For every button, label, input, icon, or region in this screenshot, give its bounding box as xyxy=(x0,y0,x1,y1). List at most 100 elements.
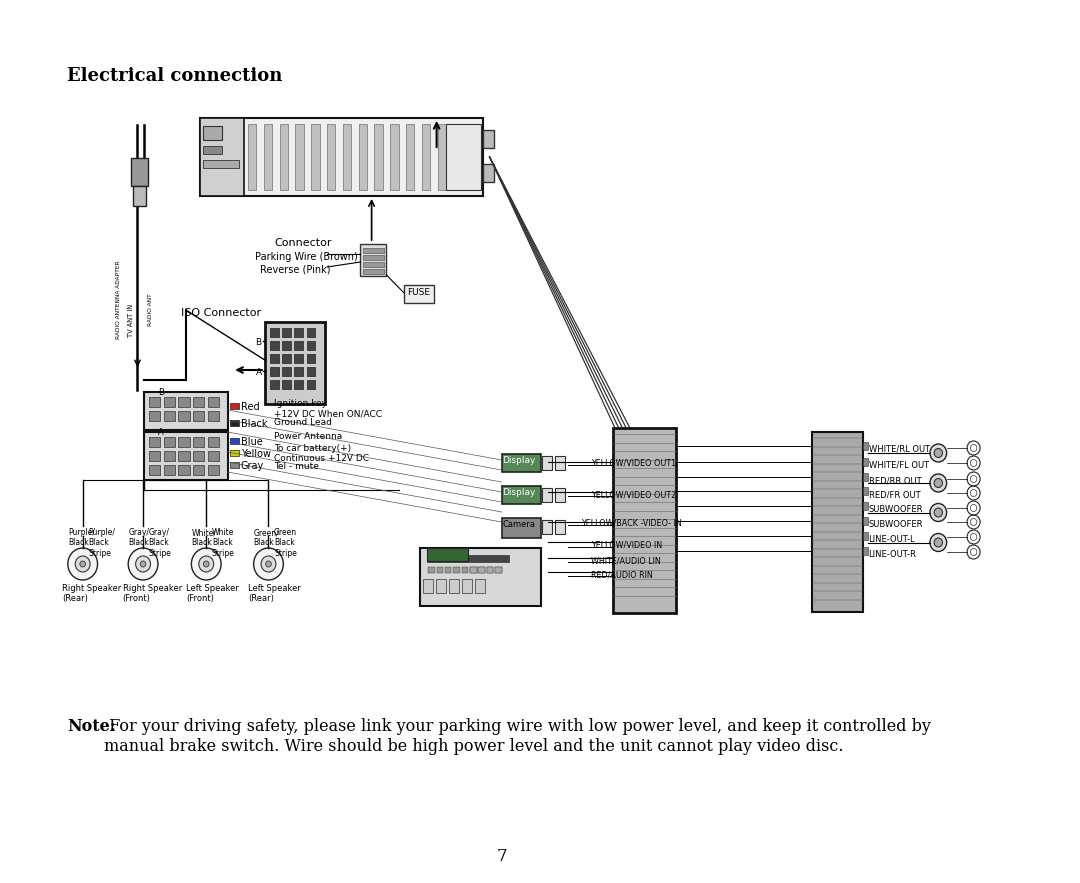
Bar xyxy=(270,367,279,376)
Text: White
Black
Stripe: White Black Stripe xyxy=(212,528,234,558)
Circle shape xyxy=(930,444,947,462)
Text: SUBWOOFER: SUBWOOFER xyxy=(868,505,923,514)
Bar xyxy=(295,341,302,350)
Circle shape xyxy=(464,583,470,589)
Bar xyxy=(193,451,204,461)
Bar xyxy=(295,354,302,363)
Bar xyxy=(863,473,867,481)
Text: Gray/
Black: Gray/ Black xyxy=(129,528,149,547)
Circle shape xyxy=(261,556,275,572)
Text: White/
Black: White/ Black xyxy=(191,528,216,547)
Circle shape xyxy=(934,508,943,517)
Text: Ignition key
+12V DC When ON/ACC: Ignition key +12V DC When ON/ACC xyxy=(274,399,382,419)
Bar xyxy=(428,548,469,561)
Text: YELLOW/VIDEO OUT2: YELLOW/VIDEO OUT2 xyxy=(591,490,676,499)
Text: Ground Lead: Ground Lead xyxy=(274,418,332,427)
Bar xyxy=(454,567,460,573)
Text: RED/FR OUT: RED/FR OUT xyxy=(868,490,920,499)
Bar xyxy=(435,579,446,593)
Bar xyxy=(478,567,485,573)
Text: YELLOW/BACK -VIDEO- IN: YELLOW/BACK -VIDEO- IN xyxy=(581,519,681,528)
Bar xyxy=(270,341,279,350)
Circle shape xyxy=(472,120,480,128)
Text: Right Speaker
(Front): Right Speaker (Front) xyxy=(123,584,181,603)
Text: Purple/
Black
Stripe: Purple/ Black Stripe xyxy=(89,528,116,558)
Text: YELLOW/VIDEO IN: YELLOW/VIDEO IN xyxy=(591,541,662,550)
Bar xyxy=(436,567,443,573)
Bar xyxy=(475,579,485,593)
Circle shape xyxy=(191,548,221,580)
Text: Purple/
Black: Purple/ Black xyxy=(68,528,95,547)
Circle shape xyxy=(934,479,943,487)
Text: WHITE/AUDIO LIN: WHITE/AUDIO LIN xyxy=(591,556,661,565)
Bar xyxy=(149,465,160,475)
Circle shape xyxy=(140,561,146,567)
Bar xyxy=(478,567,485,573)
Circle shape xyxy=(526,521,539,535)
Bar xyxy=(363,255,383,260)
Bar xyxy=(270,380,279,389)
Text: Left Speaker
(Front): Left Speaker (Front) xyxy=(186,584,239,603)
Bar xyxy=(230,403,239,409)
Text: For your driving safety, please link your parking wire with low power level, and: For your driving safety, please link you… xyxy=(104,718,931,755)
Text: 7: 7 xyxy=(497,848,507,865)
Bar xyxy=(295,367,302,376)
Circle shape xyxy=(203,120,211,128)
Bar xyxy=(487,567,494,573)
Text: Black: Black xyxy=(241,419,267,429)
Text: Green/
Black: Green/ Black xyxy=(254,528,280,547)
Bar xyxy=(280,124,288,190)
Bar xyxy=(296,124,303,190)
Circle shape xyxy=(529,525,535,531)
Bar xyxy=(307,380,315,389)
Text: RADIO ANTENNA ADAPTER: RADIO ANTENNA ADAPTER xyxy=(117,260,121,339)
Bar xyxy=(248,124,256,190)
Circle shape xyxy=(254,548,283,580)
Circle shape xyxy=(930,533,947,552)
Bar xyxy=(193,411,204,421)
Bar xyxy=(149,397,160,407)
Bar xyxy=(541,456,552,470)
Bar xyxy=(163,451,175,461)
Bar xyxy=(307,341,315,350)
Bar xyxy=(230,420,239,426)
Bar xyxy=(555,488,565,502)
Bar xyxy=(282,354,291,363)
Bar xyxy=(163,397,175,407)
Bar xyxy=(446,124,482,190)
Text: LINE-OUT-R: LINE-OUT-R xyxy=(868,550,917,559)
Bar xyxy=(230,462,239,468)
Bar xyxy=(230,438,239,444)
Bar xyxy=(282,328,291,337)
Bar xyxy=(437,124,446,190)
Circle shape xyxy=(451,583,457,589)
Text: Note:: Note: xyxy=(67,718,116,735)
Text: RADIO ANT: RADIO ANT xyxy=(148,294,153,327)
Bar xyxy=(178,465,189,475)
Bar xyxy=(307,328,315,337)
Bar xyxy=(264,124,272,190)
Text: Gray/
Black
Stripe: Gray/ Black Stripe xyxy=(149,528,172,558)
Circle shape xyxy=(426,583,431,589)
Bar xyxy=(208,397,219,407)
Bar xyxy=(502,486,541,504)
Bar xyxy=(203,126,222,140)
Bar xyxy=(200,118,244,196)
Bar xyxy=(863,517,867,525)
Circle shape xyxy=(477,583,483,589)
Bar xyxy=(445,567,451,573)
Bar xyxy=(390,124,399,190)
Text: Display: Display xyxy=(502,456,536,465)
Bar xyxy=(502,454,541,472)
Bar xyxy=(149,451,160,461)
Text: Parking Wire (Brown): Parking Wire (Brown) xyxy=(256,252,359,262)
Text: WHITE/FL OUT: WHITE/FL OUT xyxy=(868,461,929,470)
Bar xyxy=(863,502,867,510)
Circle shape xyxy=(438,583,444,589)
Text: Red: Red xyxy=(241,402,259,412)
Bar xyxy=(863,442,867,450)
Bar xyxy=(149,437,160,447)
Bar xyxy=(495,567,502,573)
Bar xyxy=(462,579,472,593)
Bar xyxy=(863,458,867,466)
